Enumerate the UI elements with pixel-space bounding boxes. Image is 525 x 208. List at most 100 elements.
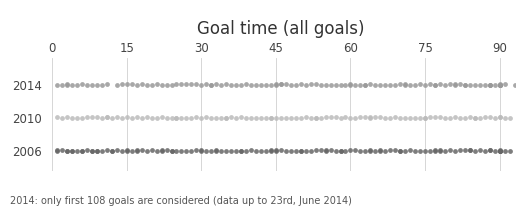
Point [466, 83, 474, 87]
Point [108, 150, 116, 153]
Point [426, 116, 434, 119]
Point [470, 149, 479, 152]
Point [78, 116, 86, 120]
Point [356, 149, 364, 153]
Point [431, 83, 439, 87]
Point [366, 149, 374, 152]
Title: Goal time (all goals): Goal time (all goals) [197, 20, 365, 38]
Point [460, 84, 469, 87]
Point [460, 149, 469, 152]
Point [53, 84, 61, 87]
Point [480, 83, 489, 87]
Point [53, 149, 61, 152]
Point [237, 150, 245, 153]
Point [162, 149, 171, 152]
Point [212, 149, 220, 152]
Point [496, 83, 504, 86]
Point [182, 83, 191, 86]
Point [490, 83, 499, 87]
Point [93, 149, 101, 152]
Point [267, 117, 275, 120]
Point [307, 149, 315, 153]
Point [351, 149, 360, 152]
Point [446, 82, 454, 86]
Point [391, 149, 400, 152]
Point [197, 149, 206, 152]
Point [321, 83, 330, 87]
Point [103, 116, 111, 119]
Point [132, 149, 141, 152]
Point [93, 116, 101, 119]
Point [202, 150, 211, 153]
Point [500, 83, 509, 86]
Point [381, 116, 390, 120]
Point [113, 149, 121, 152]
Point [416, 83, 424, 86]
Point [346, 116, 355, 120]
Point [152, 116, 161, 119]
Point [152, 150, 161, 153]
Point [421, 116, 429, 120]
Point [356, 115, 364, 119]
Point [187, 117, 196, 120]
Point [182, 116, 191, 119]
Point [158, 84, 166, 87]
Point [331, 150, 340, 153]
Point [192, 149, 201, 152]
Point [162, 84, 171, 87]
Point [212, 150, 220, 153]
Point [63, 150, 71, 153]
Point [411, 149, 419, 153]
Point [361, 83, 370, 87]
Point [366, 83, 374, 86]
Point [496, 83, 504, 86]
Point [202, 116, 211, 119]
Point [122, 115, 131, 119]
Point [436, 115, 444, 119]
Point [456, 117, 464, 120]
Point [486, 149, 494, 152]
Point [237, 116, 245, 119]
Point [317, 116, 325, 119]
Point [167, 116, 176, 119]
Point [212, 116, 220, 120]
Point [113, 115, 121, 119]
Point [172, 116, 181, 120]
Point [466, 149, 474, 152]
Point [272, 150, 280, 153]
Point [486, 116, 494, 119]
Point [277, 83, 285, 86]
Point [476, 149, 484, 152]
Point [426, 149, 434, 152]
Point [118, 116, 126, 119]
Point [122, 149, 131, 152]
Point [78, 150, 86, 153]
Point [331, 83, 340, 87]
Point [187, 82, 196, 86]
Point [148, 149, 156, 152]
Point [406, 116, 414, 120]
Point [192, 116, 201, 119]
Point [207, 83, 215, 87]
Point [496, 84, 504, 87]
Point [132, 83, 141, 87]
Point [391, 116, 400, 119]
Point [361, 83, 370, 87]
Point [122, 83, 131, 86]
Point [167, 149, 176, 153]
Point [167, 84, 176, 87]
Point [480, 116, 489, 119]
Point [103, 116, 111, 119]
Point [421, 116, 429, 119]
Point [406, 83, 414, 87]
Point [436, 82, 444, 86]
Point [496, 83, 504, 87]
Point [431, 149, 439, 152]
Point [158, 149, 166, 152]
Point [391, 84, 400, 87]
Point [242, 149, 250, 152]
Point [456, 149, 464, 152]
Point [272, 83, 280, 86]
Point [222, 116, 230, 120]
Point [361, 116, 370, 119]
